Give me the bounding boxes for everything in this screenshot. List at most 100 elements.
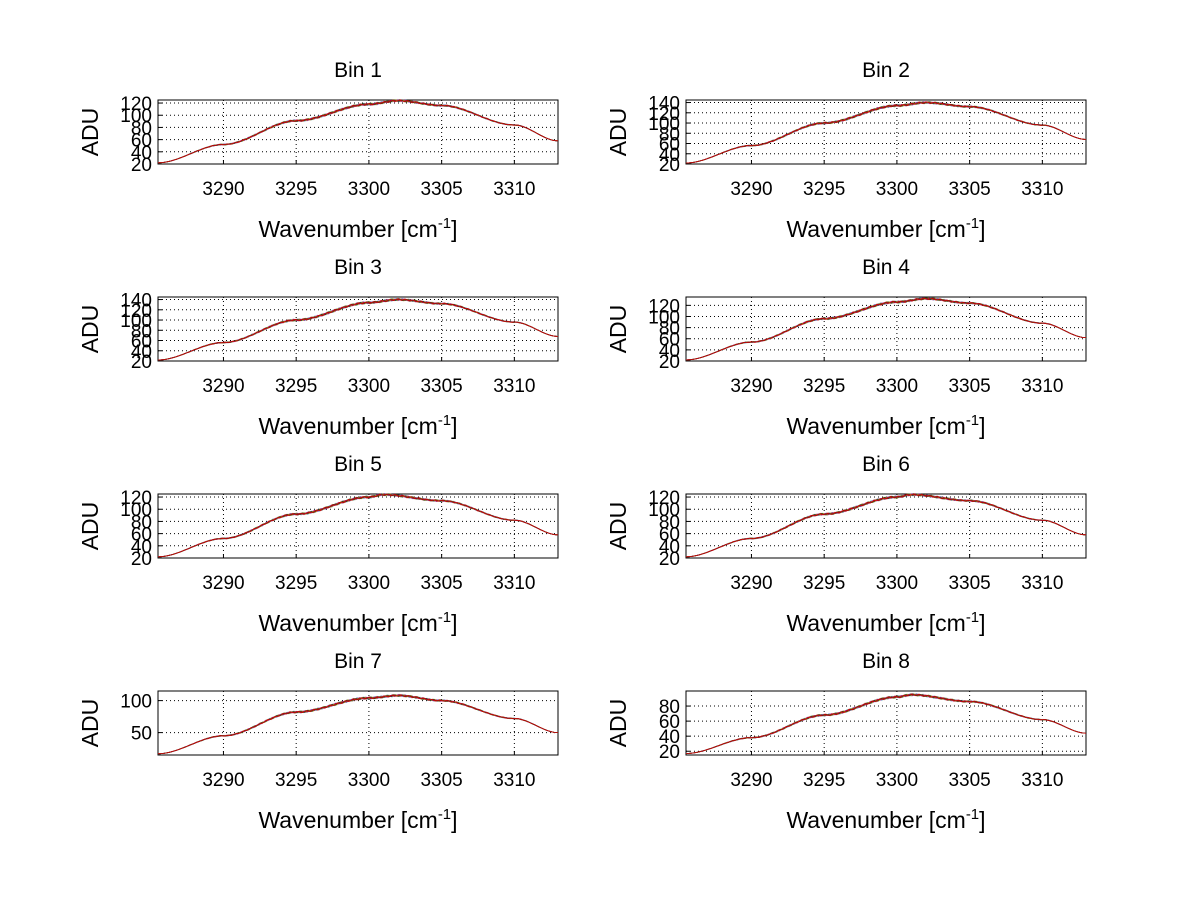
- y-tick-label: 140: [648, 94, 680, 115]
- y-tick-label: 120: [648, 296, 680, 317]
- y-tick-label: 120: [120, 301, 152, 322]
- subplot-title: Bin 3: [334, 256, 382, 279]
- plot-area: [685, 493, 1087, 559]
- x-tick-label: 3310: [1021, 376, 1063, 397]
- x-tick-label: 3300: [876, 573, 918, 594]
- x-axis-label: Wavenumber [cm-1]: [258, 412, 457, 439]
- plot-area: [157, 99, 559, 165]
- y-tick-label: 80: [659, 697, 680, 718]
- y-tick-label: 20: [659, 155, 680, 176]
- spectrum-line: [686, 693, 1087, 754]
- subplot-title: Bin 1: [334, 59, 382, 82]
- subplot-title: Bin 7: [334, 650, 382, 673]
- y-tick-label: 60: [131, 332, 152, 353]
- spectrum-line: [158, 298, 558, 361]
- x-tick-label: 3295: [803, 573, 845, 594]
- y-tick-label: 40: [659, 727, 680, 748]
- x-tick-label: 3305: [420, 573, 462, 594]
- y-tick-label: 100: [120, 311, 152, 332]
- y-tick-label: 40: [131, 537, 152, 558]
- x-tick-label: 3305: [420, 179, 462, 200]
- y-tick-label: 40: [659, 537, 680, 558]
- y-tick-label: 60: [659, 712, 680, 733]
- x-tick-label: 3290: [730, 770, 772, 791]
- x-tick-label: 3290: [730, 179, 772, 200]
- x-tick-label: 3290: [202, 770, 244, 791]
- spectrum-line: [686, 101, 1086, 164]
- subplot-title: Bin 5: [334, 453, 382, 476]
- x-tick-label: 3310: [1021, 770, 1063, 791]
- y-tick-label: 20: [131, 155, 152, 176]
- subplot-7: 3290 3295 3300 3305 3310 50 100 Bin 7 Wavenumber…: [77, 650, 559, 833]
- x-tick-label: 3305: [948, 179, 990, 200]
- x-tick-label: 3300: [876, 770, 918, 791]
- y-tick-label: 100: [120, 500, 152, 521]
- y-tick-label: 80: [659, 512, 680, 533]
- subplot-title: Bin 4: [862, 256, 910, 279]
- y-tick-label: 60: [659, 135, 680, 156]
- y-tick-label: 80: [659, 124, 680, 145]
- y-tick-label: 20: [659, 352, 680, 373]
- x-tick-label: 3305: [948, 770, 990, 791]
- y-tick-label: 40: [659, 341, 680, 362]
- y-tick-label: 100: [120, 692, 152, 713]
- x-tick-label: 3295: [275, 179, 317, 200]
- y-tick-label: 40: [131, 143, 152, 164]
- x-tick-label: 3300: [348, 376, 390, 397]
- y-tick-label: 100: [648, 500, 680, 521]
- x-tick-label: 3295: [275, 573, 317, 594]
- y-tick-label: 120: [120, 488, 152, 509]
- y-axis-label: ADU: [77, 502, 103, 551]
- y-tick-label: 100: [648, 114, 680, 135]
- y-tick-label: 80: [131, 512, 152, 533]
- subplot-title: Bin 6: [862, 453, 910, 476]
- subplot-title: Bin 8: [862, 650, 910, 673]
- x-tick-label: 3290: [730, 573, 772, 594]
- plot-area: [685, 296, 1087, 362]
- x-tick-label: 3305: [948, 376, 990, 397]
- spectrum-line: [158, 694, 558, 755]
- plot-area: [157, 690, 559, 756]
- y-tick-label: 20: [131, 352, 152, 373]
- x-tick-label: 3310: [493, 179, 535, 200]
- y-axis-label: ADU: [605, 305, 631, 354]
- x-tick-label: 3310: [493, 770, 535, 791]
- y-tick-label: 80: [131, 118, 152, 139]
- plot-area: [157, 493, 559, 559]
- x-tick-label: 3310: [493, 376, 535, 397]
- y-tick-label: 120: [648, 104, 680, 125]
- x-tick-label: 3305: [948, 573, 990, 594]
- y-tick-label: 120: [648, 488, 680, 509]
- y-axis-label: ADU: [605, 502, 631, 551]
- x-tick-label: 3300: [348, 179, 390, 200]
- x-tick-label: 3300: [348, 770, 390, 791]
- x-tick-label: 3295: [803, 179, 845, 200]
- spectrum-line: [686, 297, 1086, 361]
- y-tick-label: 20: [659, 742, 680, 763]
- x-axis-label: Wavenumber [cm-1]: [258, 609, 457, 636]
- x-tick-label: 3295: [803, 376, 845, 397]
- x-tick-label: 3290: [202, 376, 244, 397]
- y-axis-label: ADU: [77, 699, 103, 748]
- x-tick-label: 3290: [202, 573, 244, 594]
- y-tick-label: 60: [131, 525, 152, 546]
- x-tick-label: 3300: [876, 376, 918, 397]
- y-axis-label: ADU: [77, 108, 103, 157]
- x-tick-label: 3295: [275, 376, 317, 397]
- y-tick-label: 20: [659, 549, 680, 570]
- x-axis-label: Wavenumber [cm-1]: [258, 806, 457, 833]
- y-axis-label: ADU: [605, 699, 631, 748]
- y-tick-label: 20: [131, 549, 152, 570]
- x-axis-label: Wavenumber [cm-1]: [786, 412, 985, 439]
- y-tick-label: 50: [131, 724, 152, 745]
- y-tick-label: 80: [659, 319, 680, 340]
- plot-area: [685, 99, 1087, 165]
- y-tick-label: 60: [659, 525, 680, 546]
